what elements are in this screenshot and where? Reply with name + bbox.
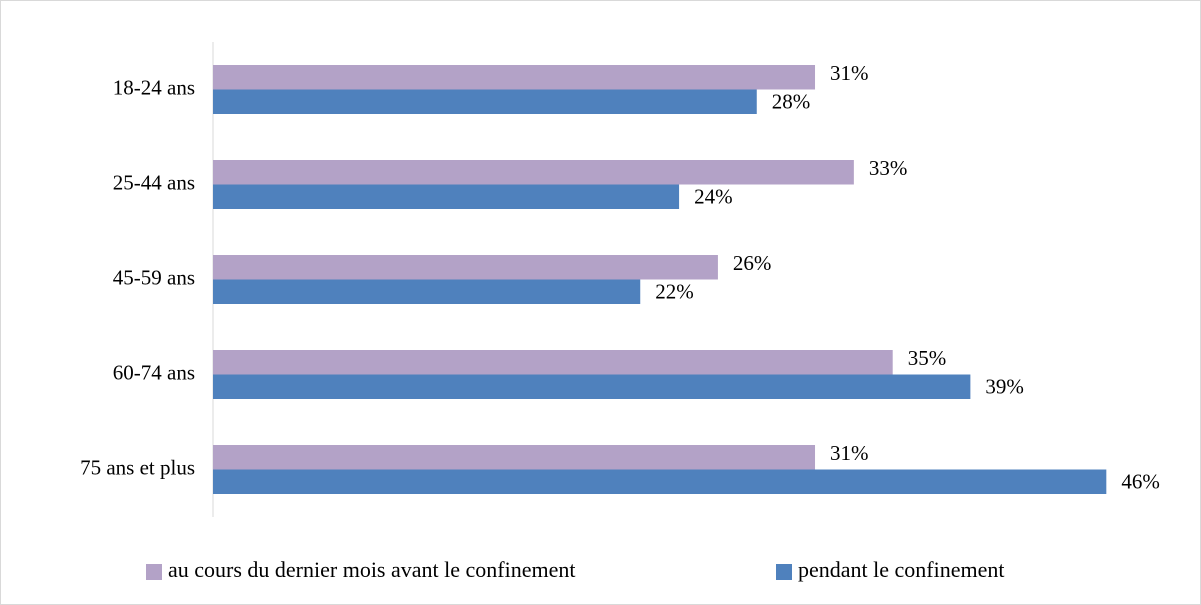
bar: [213, 65, 816, 90]
y-tick-label: 45-59 ans: [113, 265, 195, 289]
bar: [213, 350, 893, 375]
bar: [213, 160, 854, 185]
data-label: 39%: [985, 375, 1024, 399]
y-tick-label: 18-24 ans: [113, 75, 195, 99]
data-label: 22%: [655, 280, 694, 304]
legend-swatch: [146, 564, 162, 580]
legend-label: au cours du dernier mois avant le confin…: [168, 557, 575, 582]
bar: [213, 469, 1107, 494]
bar: [213, 279, 641, 304]
bar: [213, 184, 680, 209]
data-label: 33%: [869, 156, 908, 180]
data-label: 31%: [830, 441, 869, 465]
legend-label: pendant le confinement: [798, 557, 1004, 582]
bar: [213, 374, 971, 399]
legend-swatch: [776, 564, 792, 580]
data-label: 26%: [733, 251, 772, 275]
bar: [213, 89, 757, 114]
data-label: 31%: [830, 61, 869, 85]
bar: [213, 255, 718, 280]
data-label: 35%: [908, 346, 947, 370]
y-tick-label: 60-74 ans: [113, 360, 195, 384]
data-label: 28%: [772, 90, 811, 114]
data-label: 24%: [694, 185, 733, 209]
y-tick-label: 75 ans et plus: [80, 455, 195, 479]
data-label: 46%: [1121, 470, 1160, 494]
bar: [213, 445, 816, 470]
y-tick-label: 25-44 ans: [113, 170, 195, 194]
legend: au cours du dernier mois avant le confin…: [146, 557, 1004, 582]
